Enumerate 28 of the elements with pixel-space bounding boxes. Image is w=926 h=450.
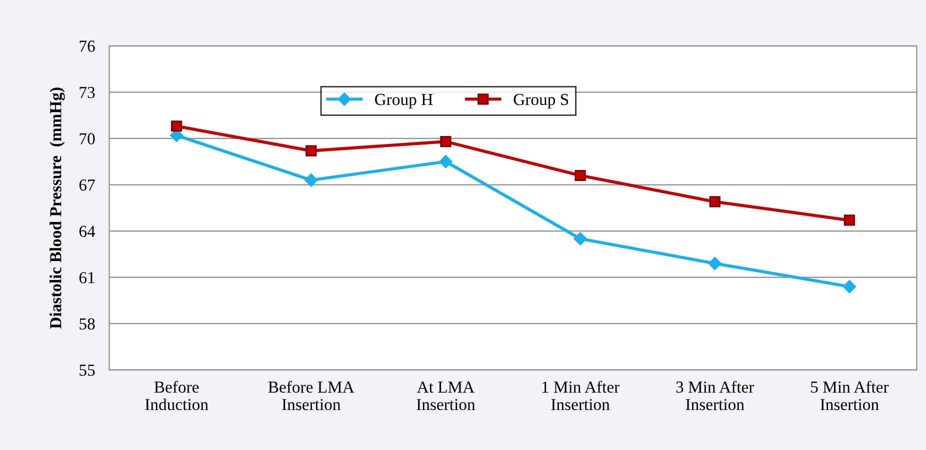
point <box>574 170 586 182</box>
y-tick-label: 58 <box>80 318 95 330</box>
x-tick-label: Before LMA Insertion <box>268 380 354 410</box>
point <box>306 145 317 156</box>
y-tick-label: 76 <box>80 40 95 52</box>
legend-label: Group H <box>375 94 433 109</box>
y-tick-label: 70 <box>80 133 95 144</box>
point <box>844 214 856 226</box>
point <box>709 196 720 208</box>
point <box>574 232 587 246</box>
point <box>440 136 452 148</box>
y-tick-label: 67 <box>79 180 95 191</box>
x-tick-label: Before Induction <box>145 380 208 410</box>
x-tick-label: 5 Min After Insertion <box>811 380 889 410</box>
x-tick-label: 3 Min After Insertion <box>676 380 754 410</box>
y-axis-title: Diastolic Blood Pressure (mmHg) <box>50 88 65 329</box>
y-tick-label: 55 <box>80 364 95 376</box>
y-tick-label: 61 <box>79 272 94 284</box>
point <box>708 256 722 270</box>
point <box>439 155 452 168</box>
y-tick-label: 64 <box>79 226 96 237</box>
point <box>842 280 856 294</box>
y-tick-label: 73 <box>80 86 95 98</box>
point <box>304 174 318 187</box>
point <box>171 120 182 132</box>
legend-label: Group S <box>514 94 568 109</box>
x-tick-label: 1 Min After Insertion <box>542 380 620 410</box>
x-tick-label: At LMA Insertion <box>416 382 476 410</box>
